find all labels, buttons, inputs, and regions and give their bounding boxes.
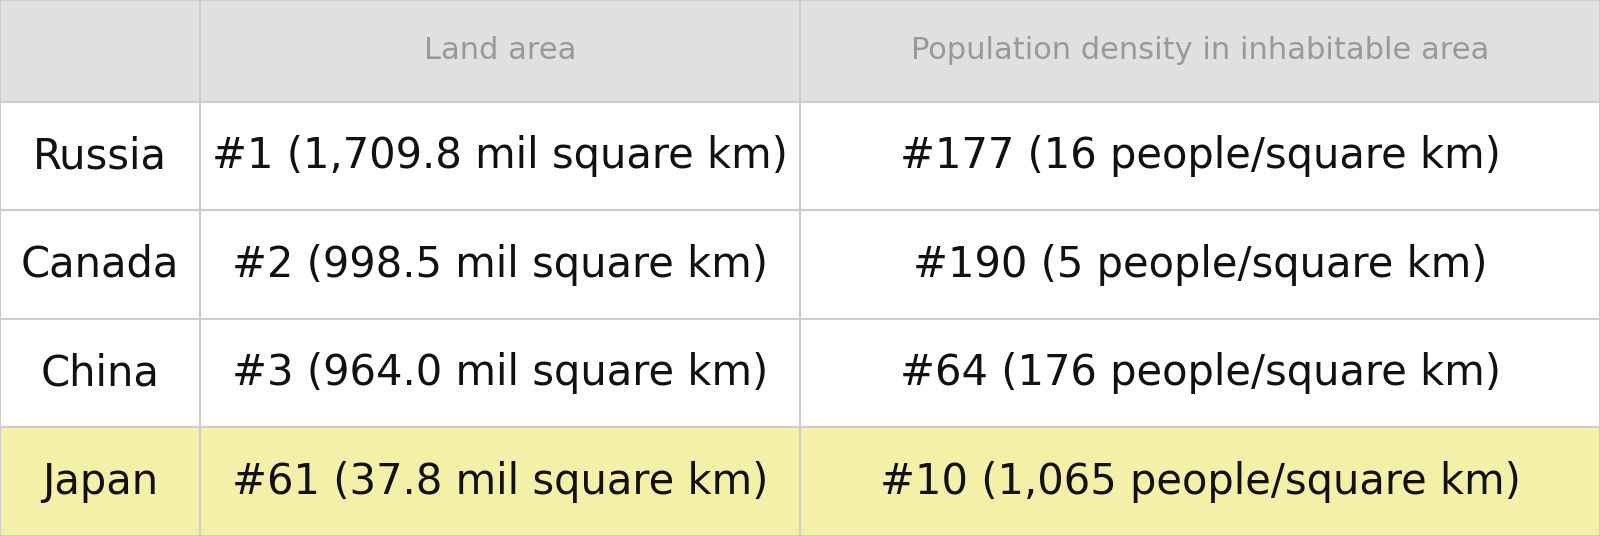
Text: Russia: Russia bbox=[34, 135, 166, 177]
Text: China: China bbox=[40, 352, 160, 394]
Bar bbox=[200, 210, 800, 319]
Bar bbox=[800, 210, 1600, 319]
Text: #3 (964.0 mil square km): #3 (964.0 mil square km) bbox=[232, 352, 768, 394]
Bar bbox=[200, 0, 800, 102]
Text: #10 (1,065 people/square km): #10 (1,065 people/square km) bbox=[880, 461, 1520, 503]
Text: Japan: Japan bbox=[42, 461, 158, 503]
Bar bbox=[0, 428, 200, 536]
Text: Land area: Land area bbox=[424, 36, 576, 65]
Text: #61 (37.8 mil square km): #61 (37.8 mil square km) bbox=[232, 461, 768, 503]
Bar bbox=[0, 210, 200, 319]
Text: Canada: Canada bbox=[21, 244, 179, 286]
Bar bbox=[200, 102, 800, 210]
Bar bbox=[800, 102, 1600, 210]
Bar bbox=[800, 0, 1600, 102]
Text: #190 (5 people/square km): #190 (5 people/square km) bbox=[912, 244, 1488, 286]
Bar bbox=[800, 319, 1600, 428]
Text: #64 (176 people/square km): #64 (176 people/square km) bbox=[899, 352, 1501, 394]
Text: #2 (998.5 mil square km): #2 (998.5 mil square km) bbox=[232, 244, 768, 286]
Bar bbox=[800, 428, 1600, 536]
Text: Population density in inhabitable area: Population density in inhabitable area bbox=[910, 36, 1490, 65]
Bar bbox=[200, 428, 800, 536]
Bar bbox=[200, 319, 800, 428]
Bar bbox=[0, 102, 200, 210]
Bar bbox=[0, 0, 200, 102]
Text: #177 (16 people/square km): #177 (16 people/square km) bbox=[899, 135, 1501, 177]
Text: #1 (1,709.8 mil square km): #1 (1,709.8 mil square km) bbox=[213, 135, 787, 177]
Bar bbox=[0, 319, 200, 428]
